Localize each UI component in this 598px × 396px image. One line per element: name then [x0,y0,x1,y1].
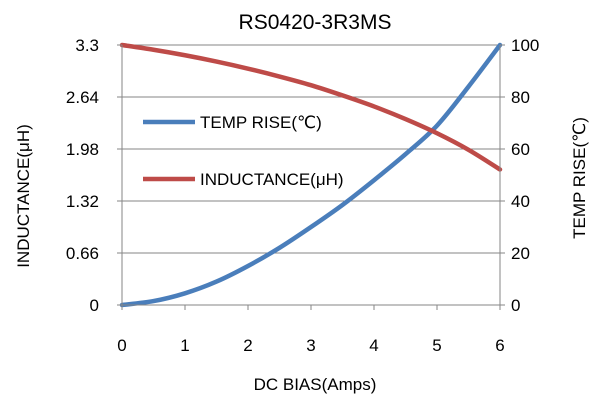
right-tick-label: 20 [511,244,530,263]
right-axis-title: TEMP RISE(℃) [570,117,589,239]
x-tick-label: 0 [117,336,126,355]
legend-label-temp-rise: TEMP RISE(℃) [200,113,322,132]
left-tick-label: 3.3 [75,36,99,55]
x-tick-label: 6 [495,336,504,355]
left-axis-title: INDUCTANCE(μH) [14,124,33,268]
left-tick-label: 2.64 [66,88,99,107]
x-tick-label: 4 [369,336,378,355]
right-tick-label: 0 [511,296,520,315]
right-tick-label: 100 [511,36,539,55]
right-tick-label: 60 [511,140,530,159]
chart-title: RS0420-3R3MS [239,11,392,34]
left-tick-label: 0.66 [66,244,99,263]
left-tick-label: 0 [90,296,99,315]
x-axis-title: DC BIAS(Amps) [254,375,377,394]
series-lines [119,42,503,308]
series-line-inductance [119,42,503,172]
x-tick-label: 2 [243,336,252,355]
x-tick-label: 1 [180,336,189,355]
right-tick-label: 80 [511,88,530,107]
x-tick-label: 3 [306,336,315,355]
axes [117,44,505,310]
legend-label-inductance: INDUCTANCE(μH) [200,170,344,189]
series-line-temp-rise [119,42,503,308]
legend: TEMP RISE(℃) INDUCTANCE(μH) [143,113,344,189]
left-tick-label: 1.32 [66,192,99,211]
right-tick-label: 40 [511,192,530,211]
x-tick-label: 5 [432,336,441,355]
left-tick-label: 1.98 [66,140,99,159]
